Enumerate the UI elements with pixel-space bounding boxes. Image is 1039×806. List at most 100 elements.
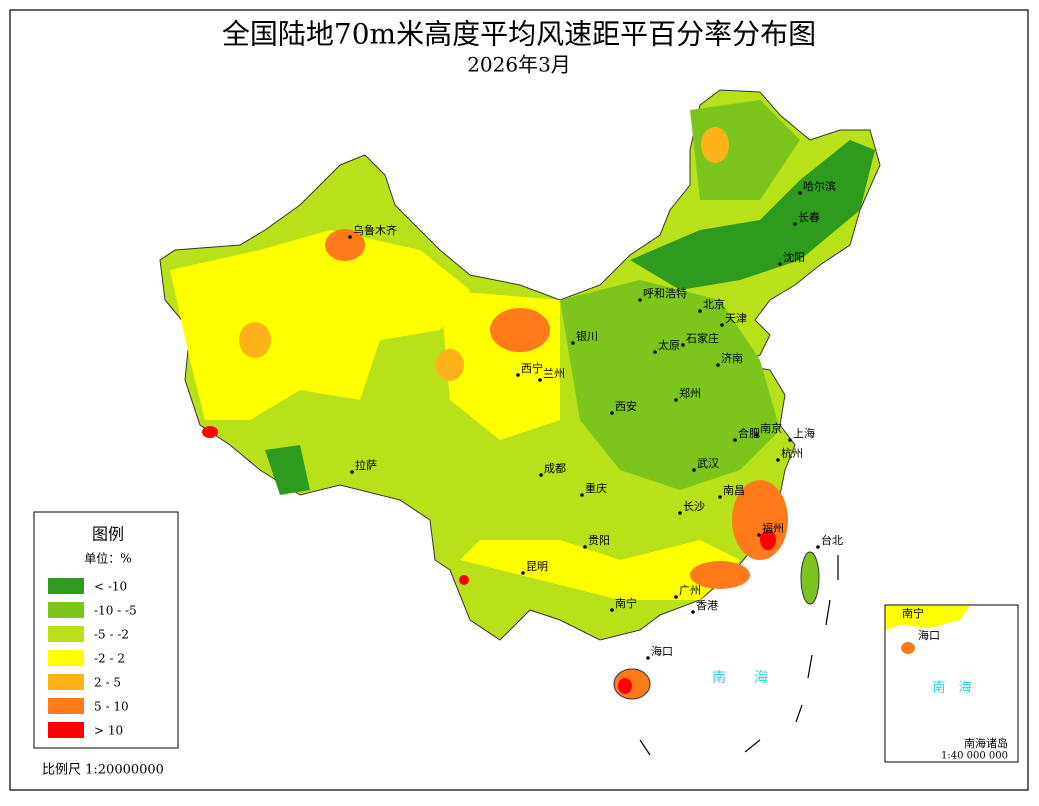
city-dot bbox=[674, 398, 678, 402]
city-dot bbox=[678, 511, 682, 515]
city-dot bbox=[698, 309, 702, 313]
legend-swatch bbox=[48, 626, 84, 642]
city-dot bbox=[720, 323, 724, 327]
city-dot bbox=[733, 438, 737, 442]
red-spot bbox=[459, 575, 469, 585]
legend-swatch bbox=[48, 698, 84, 714]
city-label: 南宁 bbox=[615, 596, 637, 610]
legend-label: -10 - -5 bbox=[94, 604, 137, 618]
subtitle: 2026年3月 bbox=[467, 53, 571, 77]
city-label: 贵阳 bbox=[588, 534, 610, 547]
city-dot bbox=[718, 495, 722, 499]
city-dot bbox=[776, 458, 780, 462]
legend-items: < -10 -10 - -5 -5 - -2 -2 - 2 2 - 5 5 - 10 > 1… bbox=[48, 578, 137, 738]
orange-spot bbox=[690, 561, 750, 589]
city-label: 台北 bbox=[821, 533, 843, 547]
sea-label: 南 海 bbox=[712, 670, 768, 686]
city-label: 北京 bbox=[703, 297, 725, 311]
city-label: 郑州 bbox=[679, 386, 701, 400]
city-dot bbox=[610, 608, 614, 612]
city-layer: 乌鲁木齐拉萨 西宁 兰州 银川 呼和浩特北京天津石家庄太原济南郑州西安成都重庆 武汉 合肥南… bbox=[348, 179, 843, 660]
legend-label: -2 - 2 bbox=[94, 652, 125, 666]
dark-green-region bbox=[630, 140, 875, 290]
city-label: 南昌 bbox=[723, 484, 745, 497]
nine-dash-line bbox=[639, 555, 839, 756]
orange-spot bbox=[239, 322, 271, 358]
city-label: 天津 bbox=[725, 312, 747, 325]
red-spot bbox=[760, 530, 776, 550]
inset-city: 南宁 bbox=[902, 606, 924, 620]
city-dot bbox=[516, 373, 520, 377]
city-dot bbox=[348, 235, 352, 239]
city-label: 西安 bbox=[615, 399, 637, 413]
inset-sea-label: 南 海 bbox=[932, 680, 971, 696]
legend-swatch bbox=[48, 602, 84, 618]
city-label: 西宁 bbox=[521, 361, 543, 375]
city-label: 南京 bbox=[760, 421, 782, 435]
legend-swatch bbox=[48, 674, 84, 690]
green-region bbox=[690, 100, 800, 200]
city-dot bbox=[681, 343, 685, 347]
orange-spot bbox=[436, 349, 464, 381]
legend-title: 图例 bbox=[92, 525, 124, 544]
city-dot bbox=[610, 411, 614, 415]
inset: 南宁 海口 南 海 南海诸岛 1:40 000 000 bbox=[884, 604, 1019, 763]
city-label: 武汉 bbox=[697, 457, 719, 470]
city-label: 香港 bbox=[696, 599, 718, 612]
city-dot bbox=[653, 350, 657, 354]
city-label: 长沙 bbox=[683, 500, 705, 513]
city-dot bbox=[757, 533, 761, 537]
city-label: 沈阳 bbox=[783, 250, 805, 264]
hainan-core bbox=[618, 678, 632, 694]
city-label: 昆明 bbox=[526, 560, 548, 573]
city-dot bbox=[646, 656, 650, 660]
city-dot bbox=[571, 341, 575, 345]
city-dot bbox=[638, 298, 642, 302]
city-dot bbox=[350, 470, 354, 474]
yellow-region bbox=[460, 540, 740, 600]
yellow-region bbox=[170, 230, 470, 420]
legend-label: 5 - 10 bbox=[94, 700, 129, 714]
inset-city: 海口 bbox=[918, 628, 940, 642]
legend-label: -5 - -2 bbox=[94, 628, 129, 642]
scale: 比例尺 1:20000000 bbox=[42, 763, 164, 778]
orange-spot bbox=[701, 127, 729, 163]
inset-box bbox=[884, 604, 1019, 763]
inset-title: 南海诸岛 bbox=[964, 736, 1008, 750]
city-label: 哈尔滨 bbox=[803, 179, 836, 193]
city-label: 福州 bbox=[762, 521, 784, 535]
city-dot bbox=[798, 191, 802, 195]
city-dot bbox=[538, 378, 542, 382]
inset-land bbox=[886, 606, 970, 630]
city-dot bbox=[583, 545, 587, 549]
dark-green-region bbox=[265, 445, 310, 495]
city-label: 重庆 bbox=[585, 481, 607, 495]
orange-spot bbox=[490, 308, 550, 352]
city-label: 广州 bbox=[679, 584, 701, 597]
city-label: 兰州 bbox=[543, 367, 565, 380]
inset-hainan bbox=[901, 642, 915, 654]
city-dot bbox=[716, 363, 720, 367]
city-label: 济南 bbox=[721, 351, 743, 365]
city-label: 杭州 bbox=[781, 446, 803, 460]
city-label: 合肥 bbox=[738, 426, 760, 440]
legend: 图例 单位：% < -10 -10 - -5 -5 - -2 -2 - 2 2 - 5 5… bbox=[33, 511, 179, 749]
legend-unit: 单位：% bbox=[84, 551, 131, 566]
orange-spot bbox=[325, 229, 365, 261]
legend-swatch bbox=[48, 650, 84, 666]
china-map bbox=[159, 89, 881, 756]
city-label: 太原 bbox=[658, 339, 680, 352]
title: 全国陆地70m米高度平均风速距平百分率分布图 bbox=[222, 18, 816, 51]
red-spot bbox=[202, 426, 218, 438]
city-dot bbox=[580, 493, 584, 497]
city-label: 海口 bbox=[651, 644, 673, 658]
city-label: 长春 bbox=[798, 211, 820, 224]
taiwan bbox=[800, 551, 820, 605]
city-dot bbox=[778, 262, 782, 266]
city-dot bbox=[692, 468, 696, 472]
legend-swatch bbox=[48, 578, 84, 594]
legend-label: < -10 bbox=[94, 580, 127, 594]
city-label: 上海 bbox=[793, 426, 815, 440]
legend-label: > 10 bbox=[94, 724, 123, 738]
